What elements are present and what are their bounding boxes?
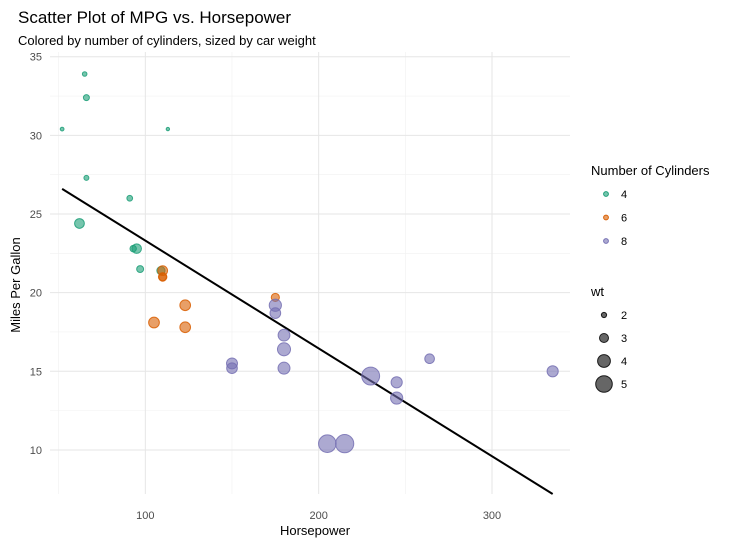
x-tick-label: 100 bbox=[136, 510, 154, 522]
data-point-cyl-8 bbox=[277, 361, 291, 375]
legend-weight-label: 4 bbox=[621, 356, 627, 368]
legend-weight-key-3 bbox=[599, 333, 609, 343]
data-point-cyl-8 bbox=[390, 376, 403, 389]
regression-line bbox=[61, 187, 554, 495]
y-tick-label: 30 bbox=[30, 130, 42, 142]
x-tick-label: 200 bbox=[309, 510, 327, 522]
data-point-cyl-4 bbox=[126, 194, 134, 202]
fit-layer bbox=[61, 187, 554, 495]
x-tick-label: 300 bbox=[483, 510, 501, 522]
data-point-cyl-4 bbox=[83, 174, 90, 181]
data-point-cyl-8 bbox=[268, 298, 282, 312]
data-point-cyl-8 bbox=[390, 391, 404, 405]
y-tick-label: 15 bbox=[30, 366, 42, 378]
data-point-cyl-8 bbox=[335, 434, 355, 454]
data-point-cyl-8 bbox=[318, 434, 337, 453]
data-point-cyl-4 bbox=[136, 265, 145, 274]
legend-weight-title: wt bbox=[590, 284, 604, 299]
grid-layer bbox=[50, 52, 570, 494]
legend-cylinders-key-6 bbox=[603, 214, 609, 221]
data-point-cyl-8 bbox=[424, 353, 435, 365]
chart-title: Scatter Plot of MPG vs. Horsepower bbox=[18, 8, 291, 27]
data-point-cyl-4 bbox=[165, 126, 171, 132]
data-point-cyl-4 bbox=[74, 218, 85, 229]
legend-weight-label: 2 bbox=[621, 310, 627, 322]
y-tick-label: 10 bbox=[30, 445, 42, 457]
legend-weight-label: 5 bbox=[621, 379, 627, 391]
y-axis-label: Miles Per Gallon bbox=[8, 237, 23, 332]
legend-cylinders-key-8 bbox=[603, 238, 609, 244]
data-point-cyl-4 bbox=[81, 71, 88, 77]
data-point-cyl-4 bbox=[131, 243, 142, 254]
data-point-cyl-8 bbox=[226, 362, 238, 374]
legend-weight-key-4 bbox=[597, 354, 611, 368]
data-point-cyl-4 bbox=[82, 94, 90, 102]
legend-weight-key-2 bbox=[600, 311, 608, 319]
x-axis-label: Horsepower bbox=[280, 523, 351, 538]
legend-cylinders-label: 4 bbox=[621, 189, 627, 201]
data-point-cyl-8 bbox=[277, 328, 291, 342]
legend-cylinders-title: Number of Cylinders bbox=[591, 163, 710, 178]
legend-weight-label: 3 bbox=[621, 333, 627, 345]
data-point-cyl-6 bbox=[179, 321, 192, 334]
data-point-cyl-6 bbox=[148, 316, 160, 329]
data-point-cyl-8 bbox=[276, 342, 292, 357]
data-point-cyl-4 bbox=[59, 126, 65, 132]
legend-cylinders-key-4 bbox=[603, 191, 609, 197]
data-point-cyl-6 bbox=[179, 299, 192, 312]
points-layer bbox=[59, 71, 559, 454]
legend-weight: wt 2 3 4 5 bbox=[590, 284, 627, 393]
y-tick-label: 35 bbox=[30, 52, 42, 64]
y-tick-label: 20 bbox=[30, 288, 42, 300]
chart-subtitle: Colored by number of cylinders, sized by… bbox=[18, 33, 316, 48]
legend-cylinders-label: 8 bbox=[621, 236, 627, 248]
legend-weight-key-5 bbox=[595, 375, 613, 393]
legend-cylinders-label: 6 bbox=[621, 213, 627, 225]
data-point-cyl-8 bbox=[361, 366, 381, 386]
axis-layer: 100 200 300 10 15 20 25 30 35 bbox=[30, 52, 501, 522]
data-point-cyl-6 bbox=[157, 265, 169, 277]
data-point-cyl-8 bbox=[546, 365, 559, 378]
legend-cylinders: Number of Cylinders 4 6 8 bbox=[591, 163, 710, 248]
y-tick-label: 25 bbox=[30, 209, 42, 221]
